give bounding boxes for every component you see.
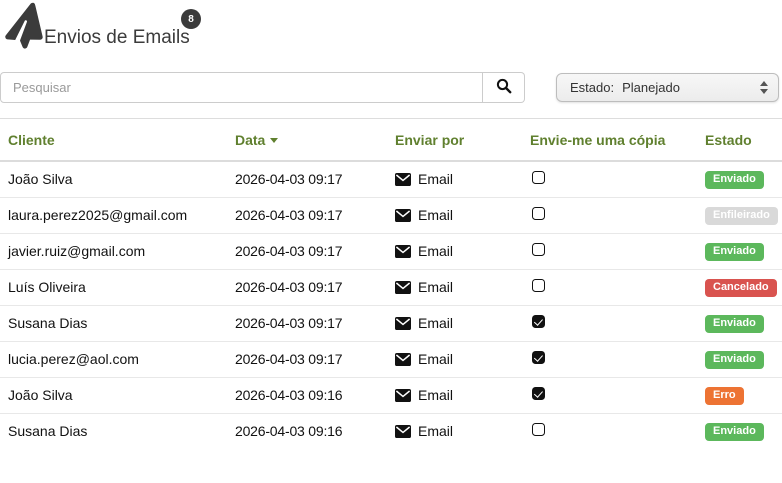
count-badge: 8 xyxy=(181,9,201,29)
sort-desc-icon xyxy=(270,138,279,144)
column-header-enviar-por[interactable]: Enviar por xyxy=(395,119,530,162)
copia-cell xyxy=(530,197,705,234)
estado-filter-value: Planejado xyxy=(622,80,680,95)
enviar-por-cell: Email xyxy=(395,233,530,270)
estado-cell: Enviado xyxy=(705,233,782,270)
envelope-icon xyxy=(395,388,411,402)
table-row: lucia.perez@aol.com 2026-04-03 09:17 Ema… xyxy=(0,341,782,378)
table-row: Susana Dias 2026-04-03 09:17 Email Envia… xyxy=(0,305,782,342)
envelope-icon xyxy=(395,424,411,438)
toolbar: Estado: Planejado xyxy=(0,72,782,104)
search-group xyxy=(0,72,525,103)
status-badge: Enfileirado xyxy=(705,207,778,225)
estado-cell: Erro xyxy=(705,377,782,414)
emails-table: Cliente Data Enviar por Envie-me uma cóp… xyxy=(0,119,782,449)
cliente-cell: João Silva xyxy=(0,161,235,198)
copia-cell xyxy=(530,269,705,306)
data-cell: 2026-04-03 09:17 xyxy=(235,305,395,342)
envelope-icon xyxy=(395,244,411,258)
envelope-icon xyxy=(395,172,411,186)
copia-checkbox[interactable] xyxy=(532,171,545,185)
status-badge: Enviado xyxy=(705,243,764,261)
table-row: João Silva 2026-04-03 09:17 Email Enviad… xyxy=(0,161,782,198)
status-badge: Cancelado xyxy=(705,279,777,297)
enviar-por-cell: Email xyxy=(395,161,530,198)
table-row: Susana Dias 2026-04-03 09:16 Email Envia… xyxy=(0,413,782,449)
column-header-data[interactable]: Data xyxy=(235,119,395,162)
table-row: Luís Oliveira 2026-04-03 09:17 Email Can… xyxy=(0,269,782,306)
data-cell: 2026-04-03 09:16 xyxy=(235,377,395,414)
data-cell: 2026-04-03 09:17 xyxy=(235,161,395,198)
enviar-por-cell: Email xyxy=(395,413,530,449)
column-header-cliente[interactable]: Cliente xyxy=(0,119,235,162)
toolbar-divider xyxy=(0,118,782,119)
data-cell: 2026-04-03 09:17 xyxy=(235,341,395,378)
column-header-copia[interactable]: Envie-me uma cópia xyxy=(530,119,705,162)
envelope-icon xyxy=(395,352,411,366)
status-badge: Enviado xyxy=(705,315,764,333)
cliente-cell: Susana Dias xyxy=(0,305,235,342)
estado-cell: Cancelado xyxy=(705,269,782,306)
magnifier-icon xyxy=(496,78,512,97)
enviar-por-cell: Email xyxy=(395,269,530,306)
search-input[interactable] xyxy=(0,72,483,103)
copia-checkbox[interactable] xyxy=(532,351,545,364)
status-badge: Enviado xyxy=(705,351,764,369)
data-cell: 2026-04-03 09:17 xyxy=(235,233,395,270)
estado-cell: Enviado xyxy=(705,161,782,198)
data-cell: 2026-04-03 09:17 xyxy=(235,197,395,234)
select-stepper-icon xyxy=(760,81,768,94)
copia-cell xyxy=(530,377,705,414)
estado-cell: Enfileirado xyxy=(705,197,782,234)
data-cell: 2026-04-03 09:17 xyxy=(235,269,395,306)
status-badge: Enviado xyxy=(705,171,764,190)
copia-checkbox[interactable] xyxy=(532,207,545,220)
copia-cell xyxy=(530,305,705,342)
enviar-por-cell: Email xyxy=(395,341,530,378)
table-row: João Silva 2026-04-03 09:16 Email Erro xyxy=(0,377,782,414)
table-row: laura.perez2025@gmail.com 2026-04-03 09:… xyxy=(0,197,782,234)
search-button[interactable] xyxy=(483,72,525,103)
cliente-cell: Luís Oliveira xyxy=(0,269,235,306)
status-badge: Enviado xyxy=(705,423,764,442)
cliente-cell: laura.perez2025@gmail.com xyxy=(0,197,235,234)
estado-cell: Enviado xyxy=(705,305,782,342)
copia-checkbox[interactable] xyxy=(532,387,545,400)
table-row: javier.ruiz@gmail.com 2026-04-03 09:17 E… xyxy=(0,233,782,270)
estado-filter-select[interactable]: Estado: Planejado xyxy=(556,73,779,102)
copia-cell xyxy=(530,341,705,378)
cliente-cell: João Silva xyxy=(0,377,235,414)
envelope-icon xyxy=(395,316,411,330)
status-badge: Erro xyxy=(705,387,744,405)
copia-checkbox[interactable] xyxy=(532,315,545,328)
enviar-por-cell: Email xyxy=(395,377,530,414)
page-title: Envios de Emails xyxy=(44,27,190,48)
enviar-por-cell: Email xyxy=(395,197,530,234)
estado-cell: Enviado xyxy=(705,341,782,378)
copia-checkbox[interactable] xyxy=(532,279,545,292)
data-cell: 2026-04-03 09:16 xyxy=(235,423,343,440)
cliente-cell: javier.ruiz@gmail.com xyxy=(0,233,235,270)
cliente-cell: lucia.perez@aol.com xyxy=(0,341,235,378)
copia-checkbox[interactable] xyxy=(532,243,545,256)
copia-checkbox[interactable] xyxy=(532,423,545,437)
estado-filter-label: Estado: xyxy=(570,80,615,95)
envelope-icon xyxy=(395,208,411,222)
enviar-por-cell: Email xyxy=(395,305,530,342)
page-header: Envios de Emails 8 xyxy=(0,0,782,60)
envelope-icon xyxy=(395,280,411,294)
copia-cell xyxy=(530,233,705,270)
copia-cell xyxy=(530,161,705,198)
cliente-cell: Susana Dias xyxy=(8,423,88,440)
paper-plane-icon xyxy=(3,2,43,49)
table-header-row: Cliente Data Enviar por Envie-me uma cóp… xyxy=(0,119,782,162)
estado-cell: Enviado xyxy=(705,413,782,449)
copia-cell xyxy=(530,413,705,449)
column-header-estado[interactable]: Estado xyxy=(705,119,782,162)
